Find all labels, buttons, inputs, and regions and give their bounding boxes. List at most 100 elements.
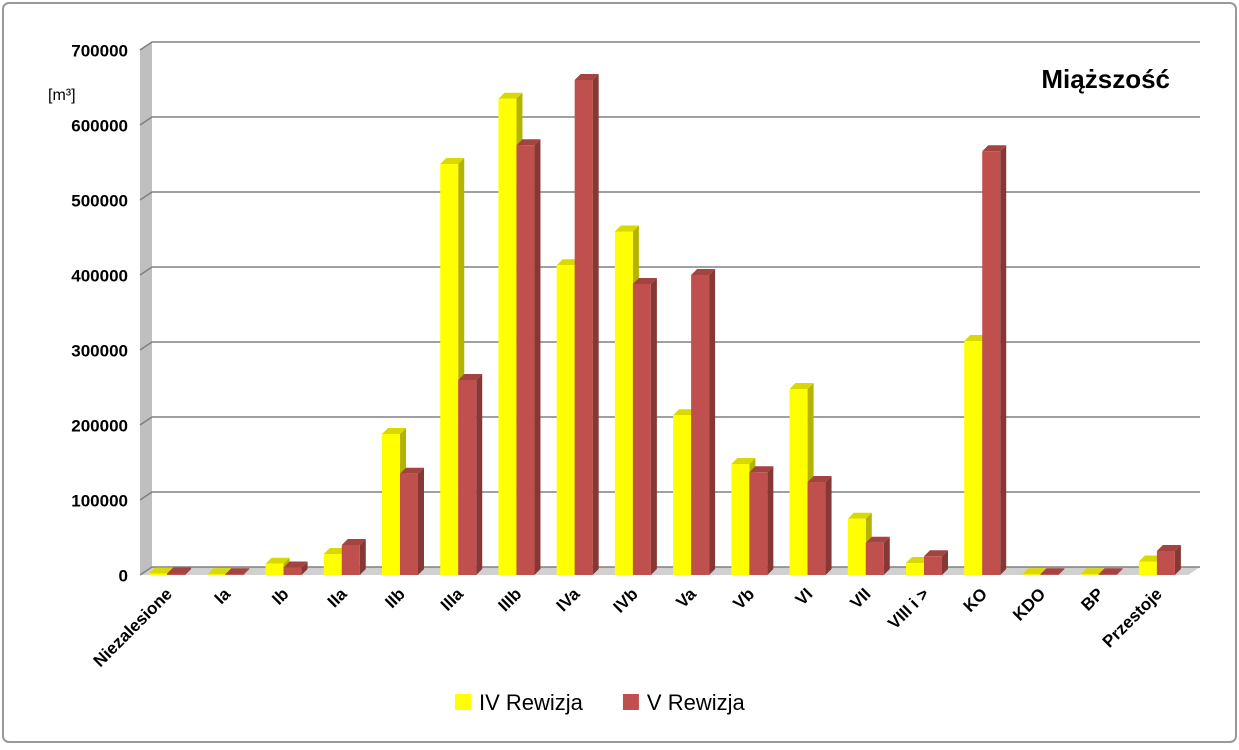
bar-top	[265, 557, 290, 564]
legend-label: IV Rewizja	[479, 690, 584, 715]
bar-side	[709, 269, 716, 575]
bar	[149, 573, 168, 575]
bar-side	[883, 536, 890, 575]
chart-title: Miąższość	[1041, 64, 1170, 94]
bar-top	[691, 269, 716, 275]
bar-side	[1058, 568, 1065, 575]
bar-side	[942, 550, 948, 575]
bar	[283, 567, 302, 575]
bar-top	[283, 561, 308, 568]
bar-top	[574, 74, 599, 80]
bar-top	[1040, 568, 1065, 575]
grid-line	[139, 191, 1200, 201]
side-wall	[140, 42, 152, 575]
y-tick-label: 400000	[71, 266, 128, 285]
bar	[964, 341, 983, 575]
grid-line	[139, 41, 1200, 51]
bar-side	[359, 539, 366, 575]
bar-top	[498, 92, 523, 99]
bar	[382, 434, 400, 575]
bar-top	[1156, 545, 1181, 551]
bar	[516, 145, 535, 575]
bar	[847, 518, 866, 575]
bar-top	[440, 158, 465, 164]
bar-side	[301, 561, 308, 575]
bar-side	[243, 568, 250, 575]
bar-top	[731, 458, 756, 464]
bar-top	[789, 383, 814, 389]
bar-side	[650, 278, 657, 575]
bar-top	[632, 278, 657, 284]
bar	[982, 151, 1001, 575]
bar-top	[458, 374, 483, 380]
bar	[924, 556, 942, 575]
bar-side	[825, 476, 832, 575]
bar	[440, 164, 459, 575]
grid-line	[139, 266, 1200, 276]
bar-side	[1116, 568, 1123, 575]
bar	[632, 284, 651, 575]
bar-top	[225, 568, 250, 575]
bar	[614, 231, 633, 575]
bar-top	[1022, 568, 1047, 575]
bar	[458, 380, 477, 575]
y-tick-label: 600000	[71, 116, 128, 135]
bar	[1080, 574, 1099, 575]
y-tick-label: 300000	[71, 341, 128, 360]
bar-top	[847, 512, 872, 519]
bar	[731, 464, 750, 575]
bar-side	[592, 74, 599, 575]
bar	[1022, 574, 1041, 575]
bar-top	[614, 225, 639, 232]
y-axis-label: [m³]	[48, 87, 76, 104]
bar-side	[1174, 545, 1181, 575]
grid-line	[139, 491, 1200, 501]
bar	[1098, 574, 1117, 575]
bar-side	[534, 139, 541, 575]
bar-side	[185, 567, 192, 575]
bar	[789, 389, 808, 575]
bar	[498, 98, 517, 575]
bar	[749, 472, 768, 575]
bar	[167, 573, 186, 575]
bar	[865, 542, 884, 575]
bar	[556, 265, 575, 575]
legend-swatch	[455, 694, 471, 710]
bar-top	[924, 550, 948, 557]
bar-top	[1080, 568, 1105, 575]
bar-top	[149, 567, 174, 574]
legend-label: V Rewizja	[647, 690, 746, 715]
bar	[691, 275, 710, 575]
grid-line	[139, 341, 1200, 351]
bar-top	[865, 536, 890, 543]
bar-side	[1000, 145, 1007, 575]
bar	[807, 482, 826, 575]
bar	[400, 473, 418, 575]
bar-top	[749, 466, 774, 473]
bar-top	[207, 568, 232, 575]
bar	[1040, 574, 1059, 575]
bar	[1156, 551, 1175, 575]
y-tick-label: 200000	[71, 416, 128, 435]
bar-side	[767, 466, 774, 575]
y-tick-label: 500000	[71, 191, 128, 210]
y-tick-label: 700000	[71, 41, 128, 60]
bar-top	[516, 139, 541, 146]
legend-swatch	[622, 694, 639, 710]
bar-top	[807, 476, 832, 482]
bar	[225, 574, 244, 575]
y-tick-label: 0	[119, 566, 128, 585]
bar	[341, 545, 360, 575]
bar-top	[400, 467, 424, 474]
y-tick-label: 100000	[71, 491, 128, 510]
bar	[1138, 561, 1157, 575]
bar-top	[982, 145, 1007, 152]
bar-top	[1098, 568, 1123, 575]
bar-top	[382, 428, 406, 434]
bar-top	[167, 567, 192, 574]
bar-top	[341, 539, 366, 545]
bar	[265, 563, 284, 575]
grid-line	[139, 416, 1200, 426]
bar-side	[476, 374, 483, 575]
